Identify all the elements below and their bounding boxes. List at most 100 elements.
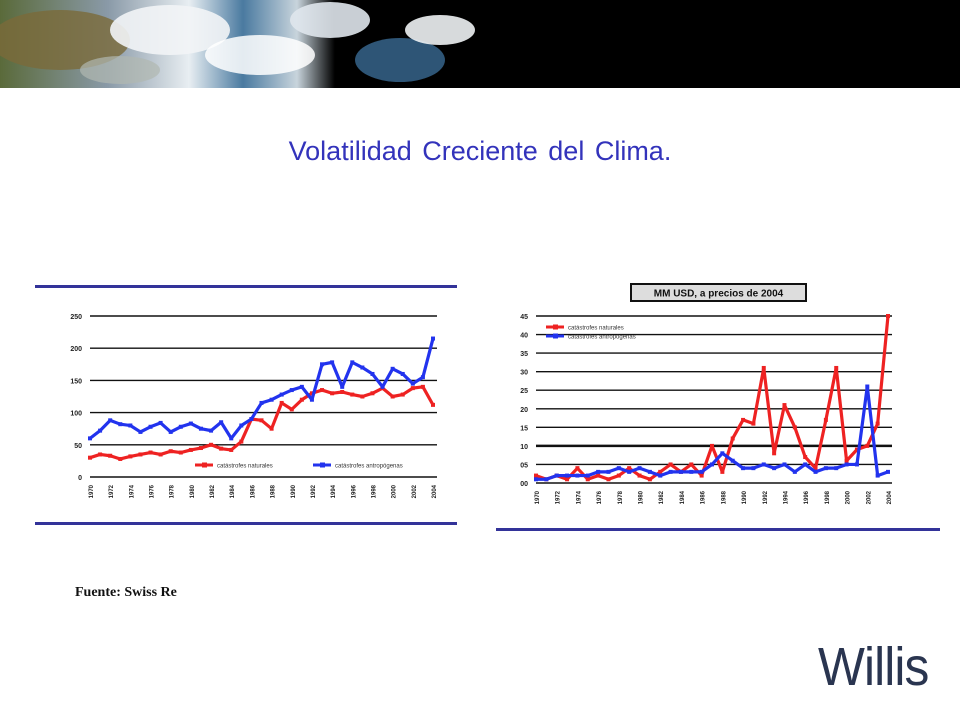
data-point — [720, 469, 725, 474]
legend-marker — [320, 462, 325, 468]
x-tick-group: 2004 — [432, 484, 438, 498]
y-tick-label: 05 — [520, 462, 528, 469]
x-tick-label: 1982 — [210, 484, 216, 498]
data-point — [565, 473, 570, 478]
data-point — [380, 384, 385, 389]
x-tick-group: 1970 — [89, 484, 95, 498]
data-point — [658, 469, 663, 474]
data-point — [88, 455, 92, 460]
data-point — [128, 423, 133, 428]
data-point — [792, 469, 797, 474]
x-tick-group: 1976 — [597, 490, 603, 504]
data-point — [699, 473, 704, 478]
data-point — [158, 420, 163, 425]
chart-title: MM USD, a precios de 2004 — [654, 289, 784, 300]
data-point — [390, 366, 395, 371]
chart-catastrophe-count: 0 50 100 150 200 250 1970 1972 1974 1976 1978 1980 1… — [35, 285, 457, 525]
data-point — [844, 458, 849, 463]
data-point — [730, 458, 735, 463]
data-point — [616, 473, 621, 478]
data-point — [178, 450, 183, 455]
data-point — [637, 466, 642, 471]
data-point — [269, 397, 274, 402]
data-point — [813, 466, 818, 471]
y-tick-label: 50 — [74, 443, 82, 450]
x-tick-group: 1982 — [210, 484, 216, 498]
x-tick-group: 1974 — [129, 484, 135, 498]
x-tick-label: 1994 — [783, 490, 789, 504]
data-point — [259, 400, 264, 405]
data-point — [330, 391, 335, 396]
x-tick-group: 2004 — [887, 490, 893, 504]
data-point — [823, 466, 828, 471]
y-tick-label: 150 — [70, 378, 82, 385]
data-point — [575, 473, 580, 478]
x-tick-label: 1982 — [659, 490, 665, 504]
data-point — [299, 384, 304, 389]
x-tick-group: 1972 — [109, 484, 115, 498]
y-tick-label: 30 — [520, 370, 528, 377]
data-point — [844, 462, 849, 467]
x-tick-label: 1996 — [351, 484, 357, 498]
data-point — [699, 469, 704, 474]
data-point — [219, 446, 224, 451]
data-point — [772, 451, 777, 456]
data-point — [834, 365, 839, 370]
data-point — [772, 466, 777, 471]
frame-bottom-rule — [496, 528, 940, 531]
x-tick-label: 2004 — [887, 490, 893, 504]
data-point — [865, 443, 870, 448]
data-point — [782, 462, 787, 467]
header-banner — [0, 0, 960, 88]
data-point — [782, 403, 787, 408]
legend-label: catástrofes antropógenas — [568, 335, 636, 341]
data-point — [279, 400, 284, 405]
x-tick-label: 1998 — [371, 484, 377, 498]
x-tick-group: 1996 — [804, 490, 810, 504]
data-point — [108, 453, 113, 458]
data-point — [309, 397, 314, 402]
data-point — [596, 469, 601, 474]
x-tick-label: 1980 — [639, 490, 645, 504]
x-tick-label: 1980 — [190, 484, 196, 498]
x-tick-label: 1976 — [597, 490, 603, 504]
x-tick-group: 1970 — [535, 490, 541, 504]
data-point — [178, 424, 183, 429]
x-tick-group: 1982 — [659, 490, 665, 504]
data-point — [886, 469, 890, 474]
legend-label: catástrofes naturales — [568, 326, 624, 332]
data-point — [410, 381, 415, 386]
x-tick-group: 1998 — [371, 484, 377, 498]
x-tick-group: 1994 — [331, 484, 337, 498]
chart-title-box — [630, 283, 807, 302]
data-point — [854, 462, 859, 467]
data-point — [575, 466, 580, 471]
y-tick-label: 35 — [520, 351, 528, 358]
x-tick-label: 1974 — [129, 484, 135, 498]
data-point — [299, 397, 304, 402]
data-point — [390, 394, 395, 399]
x-tick-label: 1970 — [535, 490, 541, 504]
x-tick-group: 1984 — [230, 484, 236, 498]
data-point — [330, 360, 335, 365]
x-tick-group: 1990 — [291, 484, 297, 498]
x-tick-label: 1976 — [150, 484, 156, 498]
y-tick-label: 250 — [70, 314, 82, 321]
data-point — [340, 389, 345, 394]
x-tick-group: 1974 — [576, 490, 582, 504]
data-point — [710, 443, 714, 448]
data-point — [647, 477, 652, 482]
x-tick-label: 1996 — [804, 490, 810, 504]
data-point — [148, 450, 153, 455]
data-point — [875, 473, 880, 478]
y-tick-label: 45 — [520, 314, 528, 321]
x-tick-label: 1984 — [230, 484, 236, 498]
data-point — [279, 392, 284, 397]
data-point — [720, 451, 725, 456]
x-tick-label: 1994 — [331, 484, 337, 498]
x-tick-label: 2000 — [392, 484, 398, 498]
data-point — [289, 407, 294, 412]
data-point — [834, 466, 839, 471]
x-tick-label: 1972 — [556, 490, 562, 504]
data-point — [792, 425, 797, 430]
